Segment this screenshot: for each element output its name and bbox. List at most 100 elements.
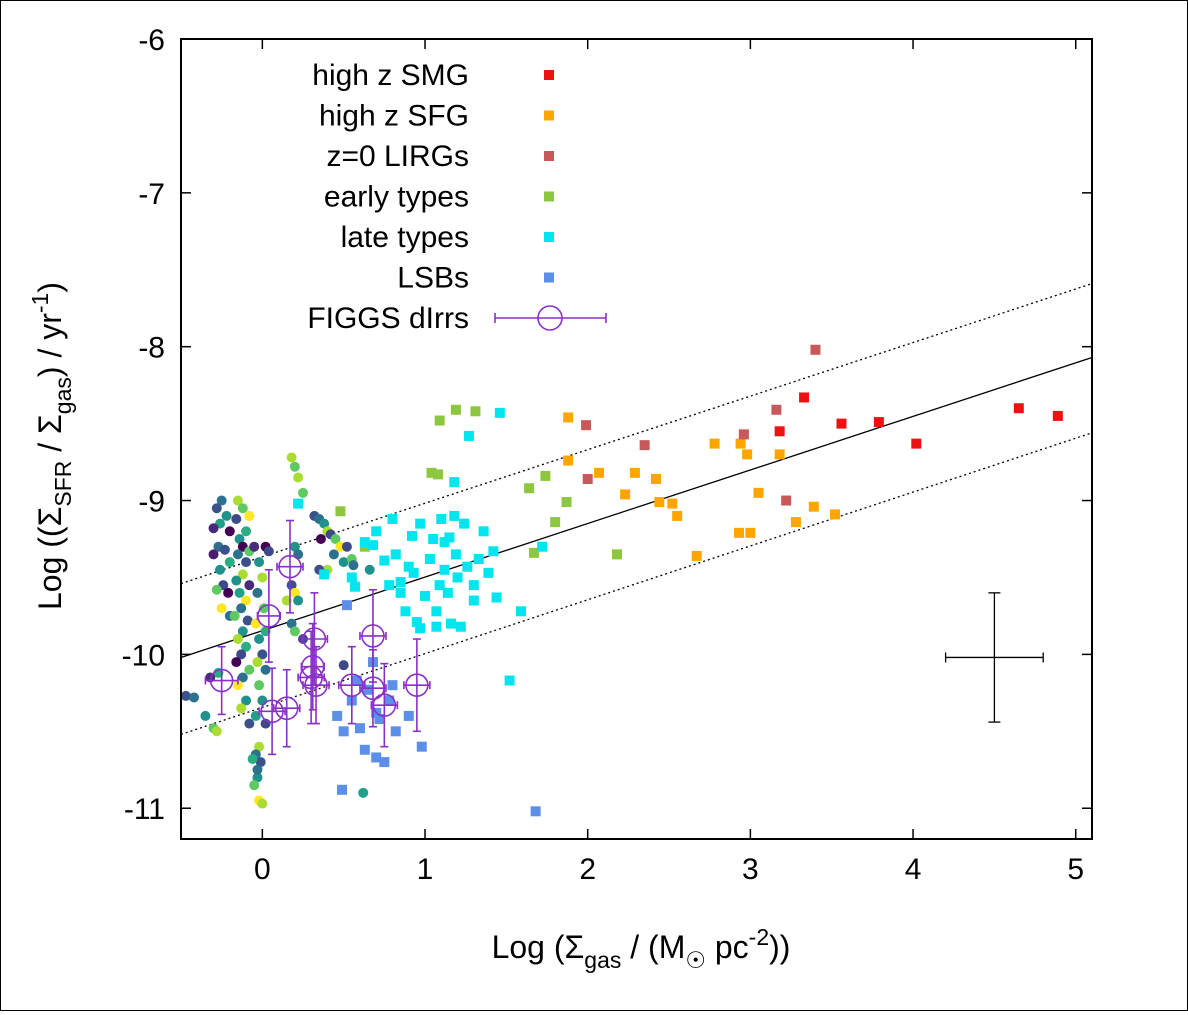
x-tick-label: 4 — [905, 853, 922, 886]
figgs-circle — [257, 604, 281, 628]
resolved-point — [231, 514, 242, 524]
point-figgs-dirrs — [258, 667, 286, 756]
resolved-point — [330, 534, 341, 544]
point-late-types — [390, 549, 401, 560]
point-early-types — [434, 415, 445, 426]
resolved-point — [348, 560, 359, 571]
point-figgs-dirrs — [370, 662, 399, 748]
data-points — [180, 344, 1063, 817]
x-tick-label: 1 — [417, 853, 434, 886]
point-z-0-lirgs — [581, 420, 592, 431]
point-late-types — [431, 621, 442, 632]
point-lsbs — [416, 741, 427, 752]
point-late-types — [494, 407, 505, 418]
resolved-point — [211, 503, 222, 514]
point-late-types — [455, 621, 466, 632]
resolved-point — [286, 618, 297, 629]
point-high-z-sfg — [629, 467, 640, 478]
figgs-circle — [278, 554, 302, 579]
point-late-types — [424, 554, 435, 564]
legend-label: late types — [341, 221, 469, 254]
x-tick-label: 3 — [742, 853, 759, 886]
point-late-types — [431, 606, 442, 617]
point-figgs-dirrs — [256, 568, 282, 663]
figgs-circle — [302, 627, 327, 651]
resolved-point — [219, 544, 230, 555]
point-late-types — [408, 567, 419, 578]
x-tick-label: 0 — [254, 853, 271, 886]
resolved-point — [254, 634, 265, 644]
fit-line — [180, 356, 1093, 659]
point-lsbs — [379, 757, 390, 768]
figgs-circle — [372, 693, 397, 717]
resolved-point — [244, 664, 255, 675]
resolved-point — [241, 641, 252, 652]
point-lsbs — [351, 675, 362, 686]
point-high-z-sfg — [691, 550, 702, 561]
resolved-point — [293, 472, 304, 483]
y-axis-title: Log ((ΣSFR / Σgas) / yr-1) — [27, 282, 76, 610]
resolved-point — [229, 610, 240, 621]
point-early-types — [335, 506, 346, 517]
legend-label: FIGGS dIrrs — [307, 302, 469, 335]
point-z-0-lirgs — [738, 429, 749, 440]
resolved-point — [234, 587, 245, 598]
point-late-types — [439, 564, 450, 575]
resolved-point — [341, 541, 352, 552]
resolved-point — [241, 695, 252, 706]
resolved-point — [254, 741, 265, 752]
point-figgs-dirrs — [359, 648, 387, 728]
resolved-point — [237, 503, 248, 514]
point-high-z-smg — [911, 438, 922, 449]
figgs-circle — [304, 673, 328, 697]
plot-area — [180, 38, 1093, 840]
point-late-types — [468, 595, 479, 606]
point-late-types — [415, 623, 426, 634]
resolved-point — [236, 649, 247, 660]
legend: high z SMG high z SFG z=0 LIRGs early types… — [307, 59, 607, 335]
resolved-point — [241, 557, 252, 568]
point-lsbs — [338, 726, 349, 737]
resolved-point — [252, 764, 263, 775]
point-high-z-sfg — [594, 467, 605, 478]
reference-lines — [180, 282, 1093, 736]
point-late-types — [442, 587, 453, 598]
point-early-types — [433, 469, 444, 480]
point-high-z-sfg — [808, 501, 819, 512]
point-late-types — [449, 510, 460, 521]
axis-ticks: 0 1 2 3 4 5 -6 -7 -8 -9 -10 -11 — [122, 24, 1092, 886]
y-tick-label: -6 — [138, 24, 165, 57]
resolved-point — [241, 595, 252, 606]
point-late-types — [491, 592, 502, 603]
resolved-point — [249, 780, 260, 791]
point-late-types — [436, 514, 447, 524]
point-high-z-smg — [1052, 410, 1063, 421]
resolved-point — [286, 580, 297, 591]
legend-label: z=0 LIRGs — [326, 140, 469, 173]
point-late-types — [359, 537, 370, 548]
resolved-point — [257, 695, 268, 706]
point-late-types — [446, 618, 457, 629]
point-late-types — [459, 518, 470, 529]
point-high-z-sfg — [774, 449, 785, 460]
resolved-point — [232, 549, 243, 560]
legend-marker — [544, 272, 554, 283]
legend-marker — [544, 151, 554, 161]
resolved-point — [319, 518, 330, 529]
resolved-point — [241, 526, 252, 537]
point-late-types — [468, 580, 479, 591]
point-high-z-sfg — [829, 509, 840, 520]
resolved-point — [255, 757, 266, 768]
point-early-types — [470, 406, 481, 417]
point-early-types — [426, 467, 437, 478]
resolved-point — [216, 495, 227, 506]
legend-marker — [537, 305, 563, 331]
point-lsbs — [530, 806, 541, 817]
resolved-point — [252, 587, 263, 598]
x-tick-label: 2 — [579, 853, 596, 886]
point-early-types — [550, 517, 561, 528]
point-late-types — [346, 572, 357, 583]
resolved-point — [231, 657, 242, 668]
point-high-z-sfg — [753, 487, 764, 498]
